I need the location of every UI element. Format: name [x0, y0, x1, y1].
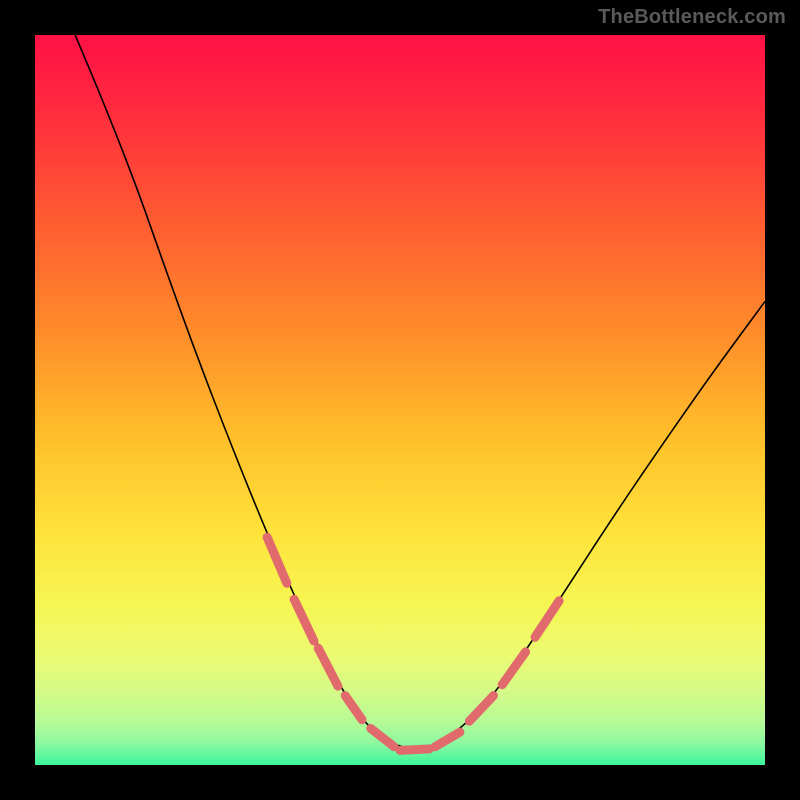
gradient-background [35, 35, 765, 765]
plot-svg [35, 35, 765, 765]
watermark-text: TheBottleneck.com [598, 6, 786, 29]
highlight-dash [400, 749, 429, 750]
plot-area [35, 35, 765, 765]
chart-frame: TheBottleneck.com [0, 0, 800, 800]
